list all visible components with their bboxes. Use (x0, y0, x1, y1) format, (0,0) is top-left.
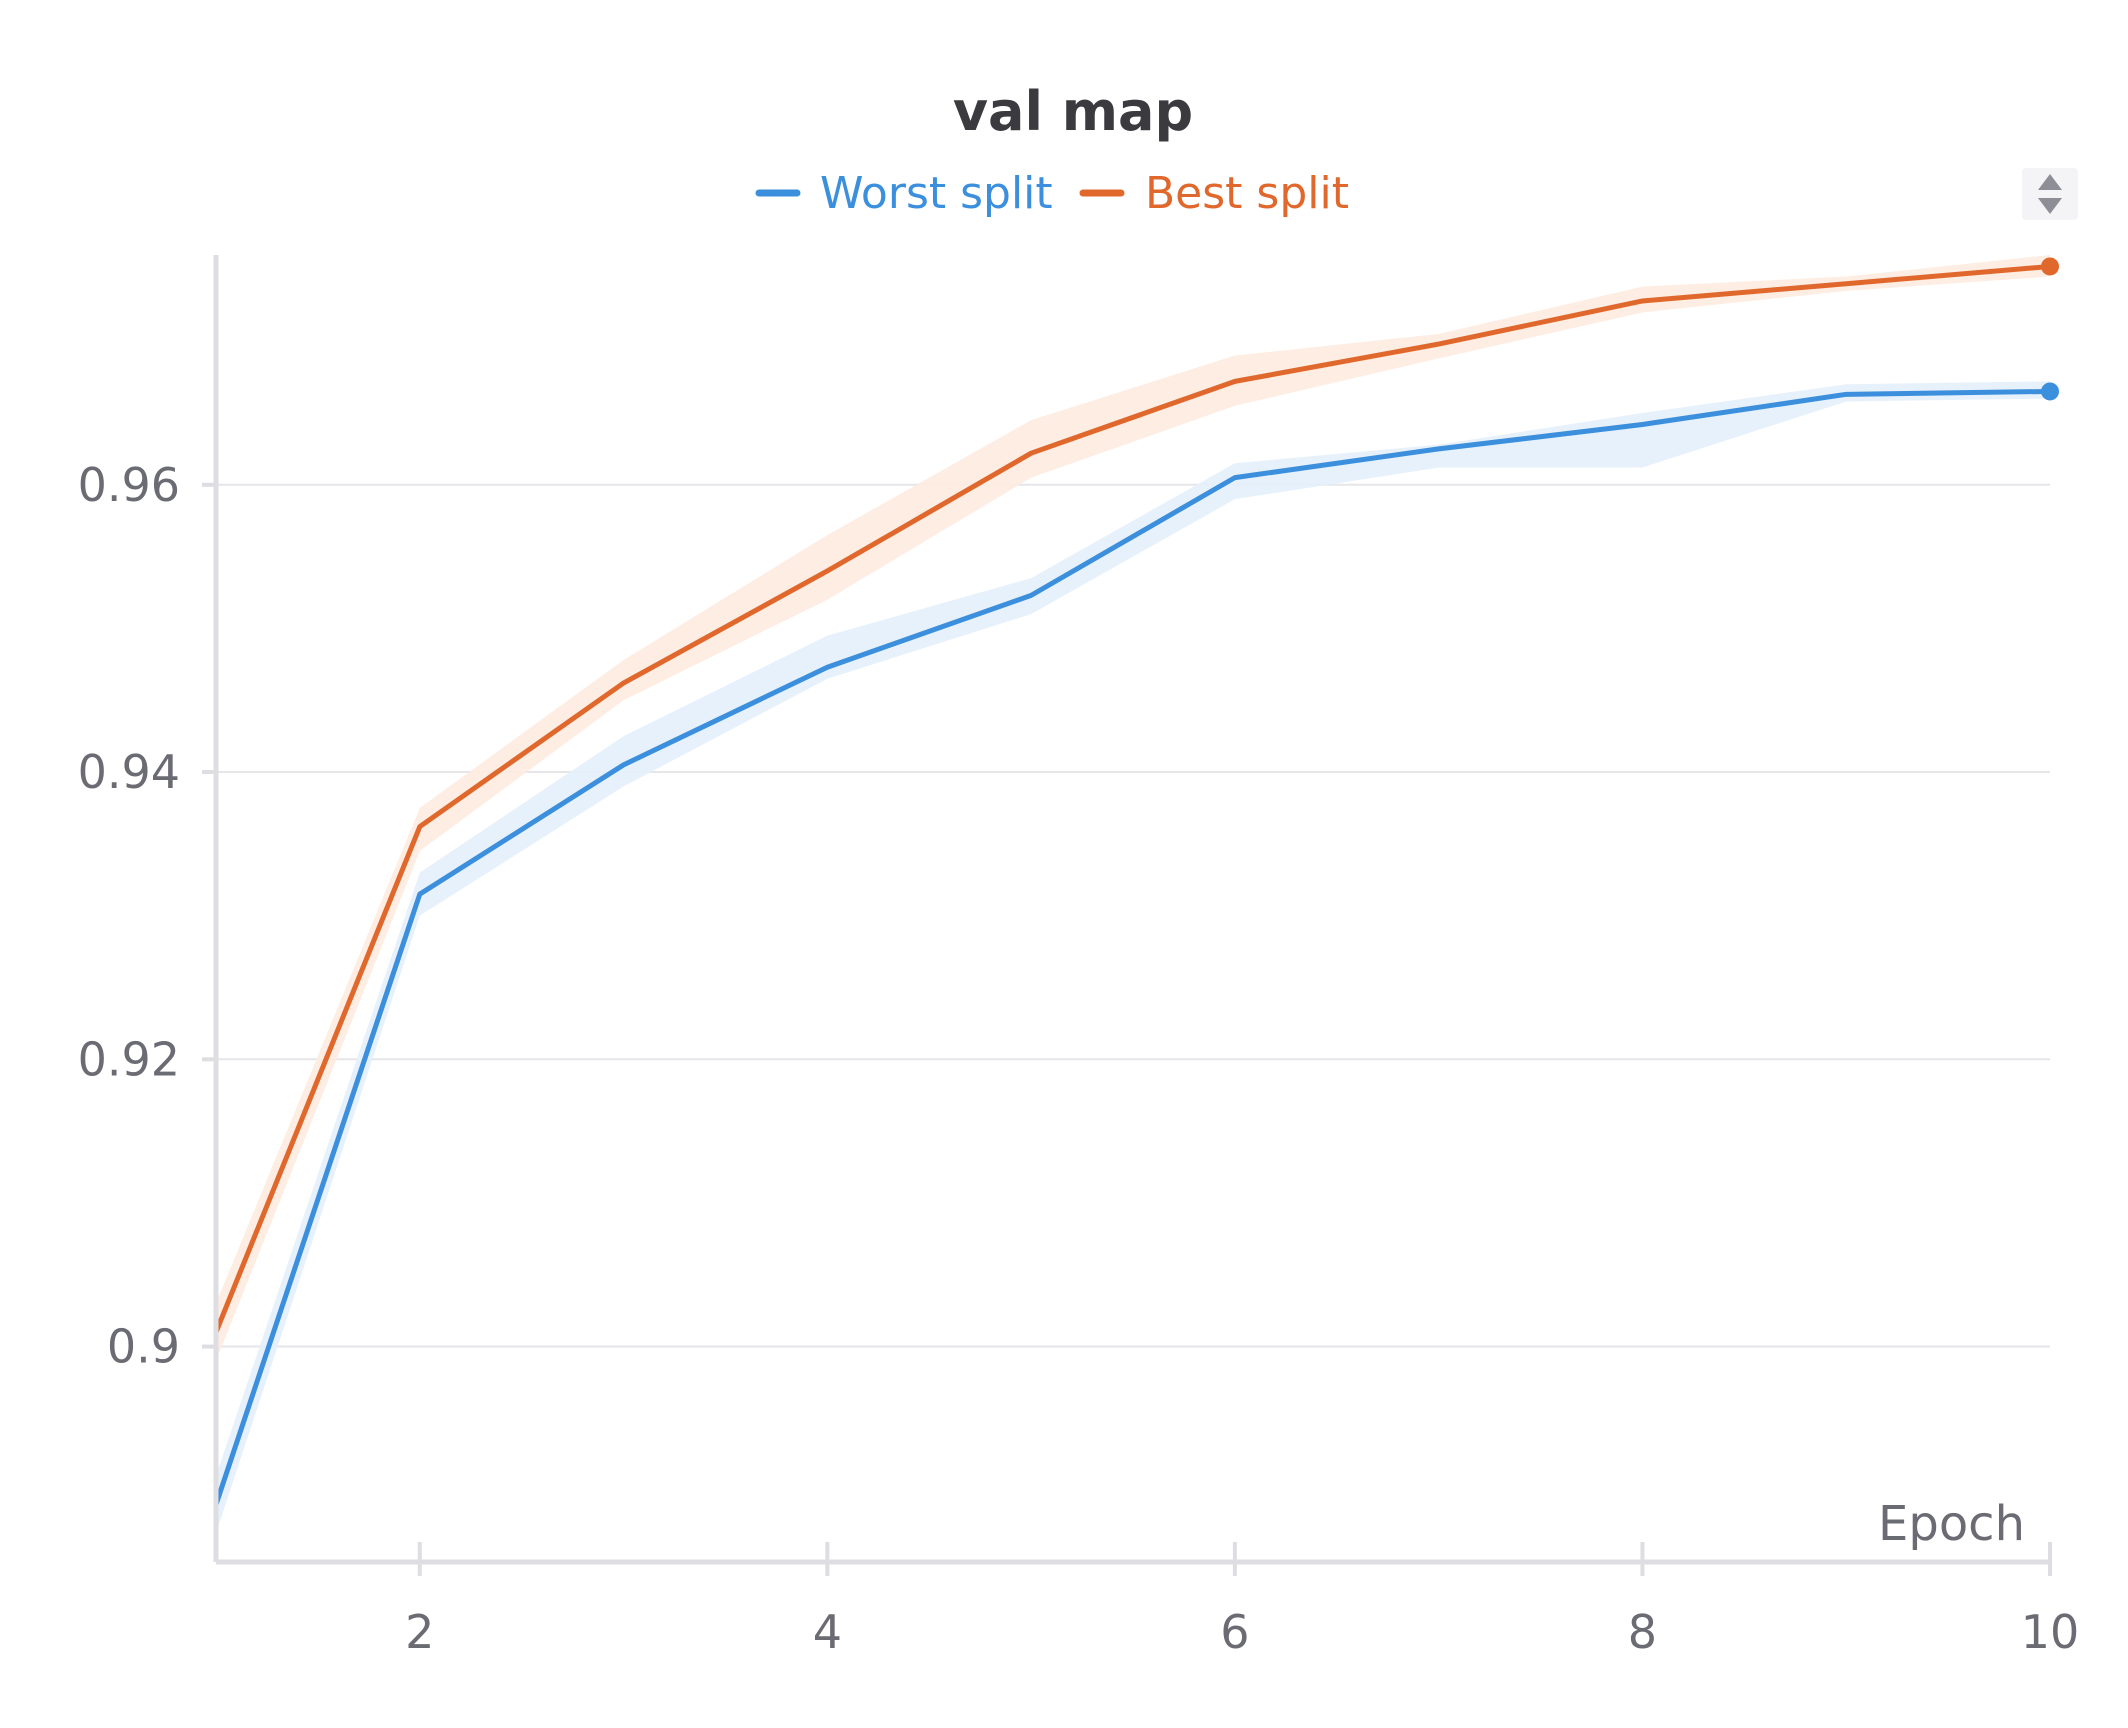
chart-title: val map (953, 80, 1193, 143)
legend-sort-control[interactable] (2022, 168, 2078, 220)
endpoint-worst-split[interactable] (2041, 382, 2059, 401)
tick-labels: 0.9 0.92 0.94 0.96 2 4 6 8 10 (78, 458, 2080, 1659)
legend-item-best-split[interactable]: Best split (1079, 168, 1349, 219)
x-tick-label: 8 (1628, 1605, 1657, 1659)
endpoint-best-split[interactable] (2041, 257, 2059, 276)
grid-lines (216, 483, 2050, 1348)
sort-down-icon (2038, 198, 2062, 214)
sort-up-icon (2038, 174, 2062, 190)
x-tick-label: 4 (813, 1605, 842, 1659)
x-tick-label: 6 (1220, 1605, 1249, 1659)
y-tick-label: 0.96 (78, 458, 180, 512)
series-lines (213, 257, 2059, 1508)
legend-sort-background (2022, 168, 2078, 220)
y-tick-label: 0.9 (107, 1320, 180, 1374)
x-axis-title: Epoch (1878, 1496, 2025, 1552)
line-best-split[interactable] (213, 263, 2053, 1335)
line-worst-split[interactable] (213, 388, 2053, 1508)
y-tick-label: 0.94 (78, 745, 180, 799)
axes (202, 255, 2052, 1576)
y-tick-label: 0.92 (78, 1032, 180, 1086)
x-tick-label: 10 (2021, 1605, 2080, 1659)
band-worst-split (216, 381, 2050, 1534)
legend-label-worst-split: Worst split (820, 168, 1053, 219)
confidence-bands (216, 255, 2050, 1534)
legend-item-worst-split[interactable]: Worst split (755, 168, 1053, 219)
legend-label-best-split: Best split (1145, 168, 1349, 219)
legend: Worst split Best split (755, 168, 1349, 219)
x-tick-label: 2 (405, 1605, 434, 1659)
